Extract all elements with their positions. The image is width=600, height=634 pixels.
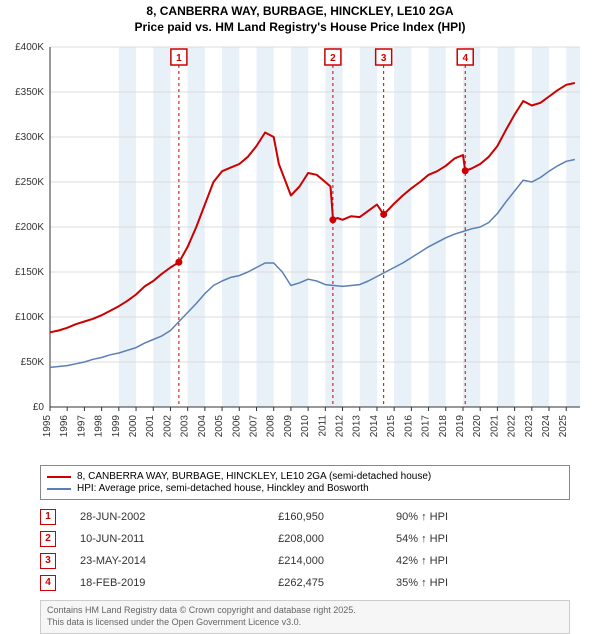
svg-text:£100K: £100K [15, 312, 44, 323]
svg-text:4: 4 [462, 53, 468, 64]
marker-price: £262,475 [224, 577, 324, 589]
svg-text:1997: 1997 [76, 415, 87, 438]
svg-text:£200K: £200K [15, 222, 44, 233]
svg-text:2016: 2016 [403, 415, 414, 438]
svg-text:£150K: £150K [15, 267, 44, 278]
svg-text:2017: 2017 [421, 415, 432, 438]
svg-text:2024: 2024 [541, 415, 552, 438]
svg-text:1996: 1996 [59, 415, 70, 438]
svg-text:2022: 2022 [507, 415, 518, 438]
svg-text:2011: 2011 [317, 415, 328, 437]
title-line-2: Price paid vs. HM Land Registry's House … [0, 20, 600, 36]
marker-number-box: 2 [40, 531, 56, 547]
marker-number-box: 1 [40, 509, 56, 525]
marker-price: £160,950 [224, 511, 324, 523]
legend-row: 8, CANBERRA WAY, BURBAGE, HINCKLEY, LE10… [47, 471, 563, 482]
svg-text:1999: 1999 [111, 415, 122, 438]
svg-text:1995: 1995 [42, 415, 53, 438]
credit-box: Contains HM Land Registry data © Crown c… [40, 600, 570, 633]
svg-text:£350K: £350K [15, 87, 44, 98]
marker-number-box: 3 [40, 553, 56, 569]
svg-text:2: 2 [330, 53, 336, 64]
title-line-1: 8, CANBERRA WAY, BURBAGE, HINCKLEY, LE10… [0, 4, 600, 20]
svg-text:2020: 2020 [472, 415, 483, 438]
svg-text:2013: 2013 [352, 415, 363, 438]
legend: 8, CANBERRA WAY, BURBAGE, HINCKLEY, LE10… [40, 465, 570, 500]
svg-text:2002: 2002 [162, 415, 173, 438]
svg-text:2010: 2010 [300, 415, 311, 438]
marker-price: £214,000 [224, 555, 324, 567]
svg-text:2007: 2007 [248, 415, 259, 438]
svg-text:1998: 1998 [94, 415, 105, 438]
svg-text:£400K: £400K [15, 42, 44, 53]
markers-table: 1 28-JUN-2002 £160,950 90% ↑ HPI 2 10-JUN-201… [40, 506, 570, 594]
marker-row: 3 23-MAY-2014 £214,000 42% ↑ HPI [40, 550, 570, 572]
svg-text:£250K: £250K [15, 177, 44, 188]
svg-text:2018: 2018 [438, 415, 449, 438]
marker-hpi: 42% ↑ HPI [348, 555, 448, 567]
svg-text:2005: 2005 [214, 415, 225, 438]
svg-text:2021: 2021 [489, 415, 500, 438]
credit-line-2: This data is licensed under the Open Gov… [47, 617, 563, 629]
svg-text:1: 1 [176, 53, 182, 64]
svg-text:3: 3 [381, 53, 387, 64]
marker-hpi: 35% ↑ HPI [348, 577, 448, 589]
svg-text:2006: 2006 [231, 415, 242, 438]
svg-text:£300K: £300K [15, 132, 44, 143]
svg-text:2025: 2025 [558, 415, 569, 438]
marker-row: 1 28-JUN-2002 £160,950 90% ↑ HPI [40, 506, 570, 528]
legend-swatch [47, 488, 71, 490]
svg-text:£50K: £50K [21, 357, 45, 368]
chart-title: 8, CANBERRA WAY, BURBAGE, HINCKLEY, LE10… [0, 0, 600, 41]
svg-text:2001: 2001 [145, 415, 156, 438]
svg-text:£0: £0 [33, 402, 45, 413]
marker-number-box: 4 [40, 575, 56, 591]
svg-text:2008: 2008 [266, 415, 277, 438]
legend-label: 8, CANBERRA WAY, BURBAGE, HINCKLEY, LE10… [77, 471, 431, 482]
svg-text:2000: 2000 [128, 415, 139, 438]
svg-text:2009: 2009 [283, 415, 294, 438]
marker-price: £208,000 [224, 533, 324, 545]
marker-date: 23-MAY-2014 [80, 555, 200, 567]
marker-date: 28-JUN-2002 [80, 511, 200, 523]
svg-text:2014: 2014 [369, 415, 380, 438]
marker-row: 2 10-JUN-2011 £208,000 54% ↑ HPI [40, 528, 570, 550]
chart-svg: £0 £50K £100K £150K £200K £250K £300K £350K £400… [0, 41, 600, 461]
svg-text:2015: 2015 [386, 415, 397, 438]
marker-hpi: 54% ↑ HPI [348, 533, 448, 545]
svg-text:2019: 2019 [455, 415, 466, 438]
marker-row: 4 18-FEB-2019 £262,475 35% ↑ HPI [40, 572, 570, 594]
credit-line-1: Contains HM Land Registry data © Crown c… [47, 605, 563, 617]
svg-text:2004: 2004 [197, 415, 208, 438]
legend-swatch [47, 476, 71, 478]
svg-text:2012: 2012 [335, 415, 346, 438]
legend-row: HPI: Average price, semi-detached house,… [47, 483, 563, 494]
legend-label: HPI: Average price, semi-detached house,… [77, 483, 369, 494]
marker-date: 10-JUN-2011 [80, 533, 200, 545]
marker-date: 18-FEB-2019 [80, 577, 200, 589]
svg-text:2023: 2023 [524, 415, 535, 438]
marker-hpi: 90% ↑ HPI [348, 511, 448, 523]
price-chart: £0 £50K £100K £150K £200K £250K £300K £350K £400… [0, 41, 600, 461]
svg-text:2003: 2003 [180, 415, 191, 438]
